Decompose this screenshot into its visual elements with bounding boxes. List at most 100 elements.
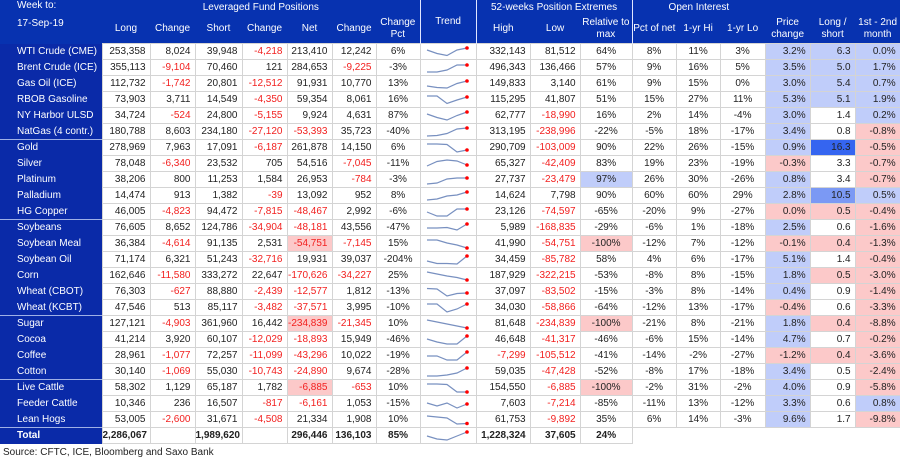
cell-high: 59,035 bbox=[475, 363, 531, 380]
cell-change: 1,053 bbox=[331, 395, 377, 412]
trend-sparkline bbox=[419, 235, 477, 252]
cell-high: 41,990 bbox=[475, 235, 531, 252]
column-header[interactable]: Price change bbox=[765, 15, 811, 44]
cell-1st-2nd-month: 0.2% bbox=[854, 107, 900, 124]
cell-net: -48,467 bbox=[286, 203, 333, 220]
cell-change-pct: 6% bbox=[375, 139, 421, 156]
commodity-name: Platinum bbox=[0, 171, 103, 188]
cell-1-yr-lo: -14% bbox=[719, 331, 766, 348]
column-header[interactable]: Change Pct bbox=[376, 15, 421, 44]
table-row: Live Cattle 58,302 1,129 65,187 1,782 -6,885-… bbox=[0, 379, 900, 396]
trend-last-point bbox=[464, 206, 469, 211]
cell-price-change: 2.5% bbox=[764, 219, 811, 236]
column-header[interactable]: Low bbox=[530, 15, 581, 44]
cell-1-yr-lo: 5% bbox=[719, 59, 766, 76]
cell-long: 127,121 bbox=[101, 315, 151, 332]
cell-change: 35,723 bbox=[331, 123, 377, 140]
trend-line bbox=[426, 255, 467, 265]
cell-long: 46,005 bbox=[101, 203, 151, 220]
table-row: Platinum 38,206 800 11,253 1,584 26,953 -784 -3… bbox=[0, 171, 900, 188]
cell-relative-to-max: 90% bbox=[579, 139, 633, 156]
cell-long: 162,646 bbox=[101, 267, 151, 284]
cell-price-change: -0.4% bbox=[764, 299, 811, 316]
trend-sparkline bbox=[419, 107, 477, 124]
cell-change: 1,584 bbox=[241, 171, 288, 188]
trend-last-point bbox=[464, 94, 469, 99]
cell-long-short: 0.9 bbox=[809, 283, 856, 300]
cell-change-pct: 85% bbox=[375, 427, 421, 444]
column-header[interactable]: Change bbox=[150, 15, 195, 44]
cell-change-pct: -40% bbox=[375, 123, 421, 140]
cell-change: -10,743 bbox=[241, 363, 288, 380]
cell-change: 121 bbox=[241, 59, 288, 76]
column-header[interactable]: 1-yr Hi bbox=[676, 15, 721, 44]
cell-change: -4,903 bbox=[149, 315, 196, 332]
cell-net: -43,296 bbox=[286, 347, 333, 364]
cell-change: -7,145 bbox=[331, 235, 377, 252]
cell-change: -2,600 bbox=[149, 411, 196, 428]
cell-relative-to-max: -52% bbox=[579, 363, 633, 380]
column-header[interactable]: Long bbox=[102, 15, 150, 44]
table-row: Coffee 28,961 -1,077 72,257 -11,099 -43,296 10… bbox=[0, 347, 900, 364]
trend-line bbox=[426, 382, 467, 393]
column-header[interactable]: High bbox=[475, 15, 531, 44]
cell-change: 2,992 bbox=[331, 203, 377, 220]
cell-pct-of-net: 9% bbox=[631, 75, 677, 92]
cell-long: 76,303 bbox=[101, 283, 151, 300]
cell-long-short: 0.6 bbox=[809, 219, 856, 236]
cell-1-yr-lo: -17% bbox=[719, 251, 766, 268]
column-header[interactable]: Change bbox=[242, 15, 287, 44]
cell-change: -1,069 bbox=[149, 363, 196, 380]
cell-pct-of-net: -12% bbox=[631, 235, 677, 252]
table-row: Cocoa 41,214 3,920 60,107 -12,029 -18,893 15,9… bbox=[0, 331, 900, 348]
cell-change-pct: -10% bbox=[375, 299, 421, 316]
cell-1-yr-hi: 13% bbox=[675, 395, 721, 412]
cell-relative-to-max: -53% bbox=[579, 267, 633, 284]
cell-price-change: 3.2% bbox=[764, 43, 811, 60]
cell-high: 332,143 bbox=[475, 43, 531, 60]
cell-high: 37,097 bbox=[475, 283, 531, 300]
cell-1st-2nd-month: 0.7% bbox=[854, 75, 900, 92]
column-header[interactable]: 1-yr Lo bbox=[720, 15, 766, 44]
column-header[interactable]: Long / short bbox=[810, 15, 856, 44]
cell-1-yr-lo: -15% bbox=[719, 267, 766, 284]
commodity-name: NY Harbor ULSD bbox=[0, 107, 103, 124]
trend-sparkline bbox=[419, 43, 477, 60]
cell-net: -18,893 bbox=[286, 331, 333, 348]
trend-sparkline bbox=[419, 203, 477, 220]
column-header[interactable]: Change bbox=[332, 15, 376, 44]
cell-change: 1,908 bbox=[331, 411, 377, 428]
cell-change-pct: 87% bbox=[375, 107, 421, 124]
cell-low: 7,798 bbox=[529, 187, 581, 204]
table-row: Wheat (KCBT) 47,546 513 85,117 -3,482 -37,571… bbox=[0, 299, 900, 316]
cell-change: 800 bbox=[149, 171, 196, 188]
column-header[interactable]: Net bbox=[287, 15, 332, 44]
column-header[interactable]: 1st - 2nd month bbox=[855, 15, 900, 44]
cell-change: -4,823 bbox=[149, 203, 196, 220]
commodity-name: Sugar bbox=[0, 315, 103, 332]
column-header[interactable]: Relative to max bbox=[580, 15, 633, 44]
trend-line bbox=[426, 414, 467, 425]
table-row: NatGas (4 contr.) 180,788 8,603 234,180 -27,… bbox=[0, 123, 900, 140]
cell-high: 187,929 bbox=[475, 267, 531, 284]
column-header[interactable]: Short bbox=[195, 15, 242, 44]
cell-low: -54,751 bbox=[529, 235, 581, 252]
trend-last-point bbox=[464, 175, 469, 180]
empty-cell bbox=[676, 427, 721, 444]
trend-line bbox=[426, 176, 467, 185]
cell-1-yr-lo: -17% bbox=[719, 123, 766, 140]
table-row: Soybean Oil 71,174 6,321 51,243 -32,716 19,93… bbox=[0, 251, 900, 268]
cell-change: 43,556 bbox=[331, 219, 377, 236]
cell-short: 24,800 bbox=[194, 107, 243, 124]
cell-1st-2nd-month: -0.4% bbox=[854, 203, 900, 220]
cell-1-yr-hi: 7% bbox=[675, 235, 721, 252]
cell-relative-to-max: -65% bbox=[579, 203, 633, 220]
trend-line bbox=[426, 142, 467, 153]
cell-1st-2nd-month: -9.8% bbox=[854, 411, 900, 428]
column-header[interactable]: Pct of net bbox=[631, 15, 677, 44]
cell-change: -12,029 bbox=[241, 331, 288, 348]
cell-pct-of-net: -3% bbox=[631, 283, 677, 300]
cell-price-change: 4.0% bbox=[764, 379, 811, 396]
cell-change: -4,218 bbox=[241, 43, 288, 60]
table-row: Lean Hogs 53,005 -2,600 31,671 -4,508 21,334 1… bbox=[0, 411, 900, 428]
